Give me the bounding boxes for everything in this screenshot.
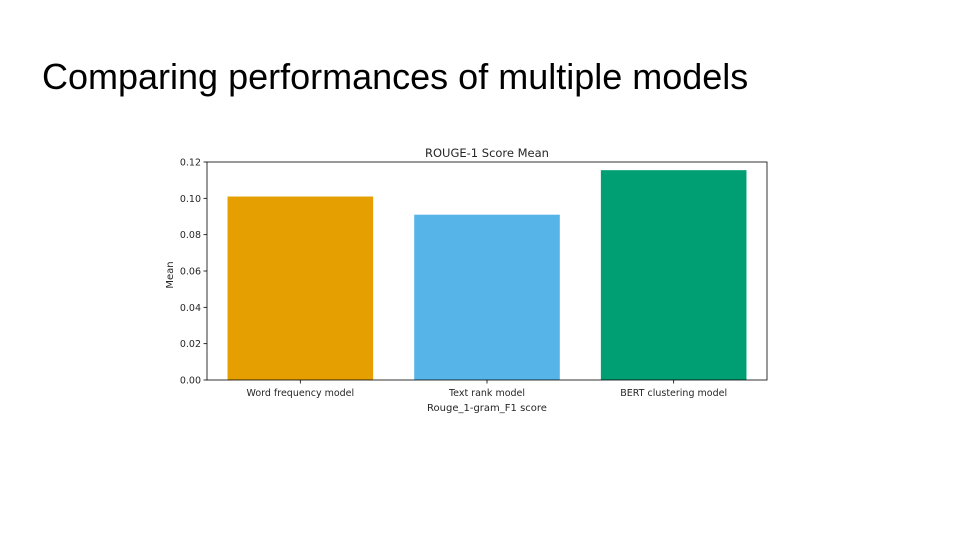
chart-title: ROUGE-1 Score Mean (425, 146, 549, 160)
bar-1 (227, 196, 374, 380)
x-tick-label: Text rank model (448, 388, 525, 399)
bar-3 (600, 170, 747, 380)
slide-title: Comparing performances of multiple model… (42, 56, 749, 97)
y-tick-label: 0.12 (180, 158, 201, 169)
y-tick-label: 0.10 (180, 194, 201, 205)
y-tick-label: 0.08 (180, 230, 201, 241)
x-axis: Word frequency model Text rank model BERT … (246, 380, 727, 399)
y-tick-label: 0.00 (180, 376, 201, 387)
x-tick-label: BERT clustering model (620, 388, 727, 399)
bars-layer (227, 170, 747, 380)
y-tick-label: 0.04 (180, 303, 201, 314)
y-axis-title: Mean (165, 261, 176, 288)
x-axis-title: Rouge_1-gram_F1 score (427, 403, 547, 414)
y-tick-label: 0.02 (180, 339, 201, 350)
bar-chart: ROUGE-1 Score Mean Mean Rouge_1-gram_F1 … (165, 146, 768, 414)
bar-2 (414, 214, 560, 380)
y-axis: 0.00 0.02 0.04 0.06 0.08 0.10 0.12 (180, 158, 207, 387)
plot-frame (206, 161, 768, 381)
y-tick-label: 0.06 (180, 267, 201, 278)
x-tick-label: Word frequency model (246, 388, 354, 399)
